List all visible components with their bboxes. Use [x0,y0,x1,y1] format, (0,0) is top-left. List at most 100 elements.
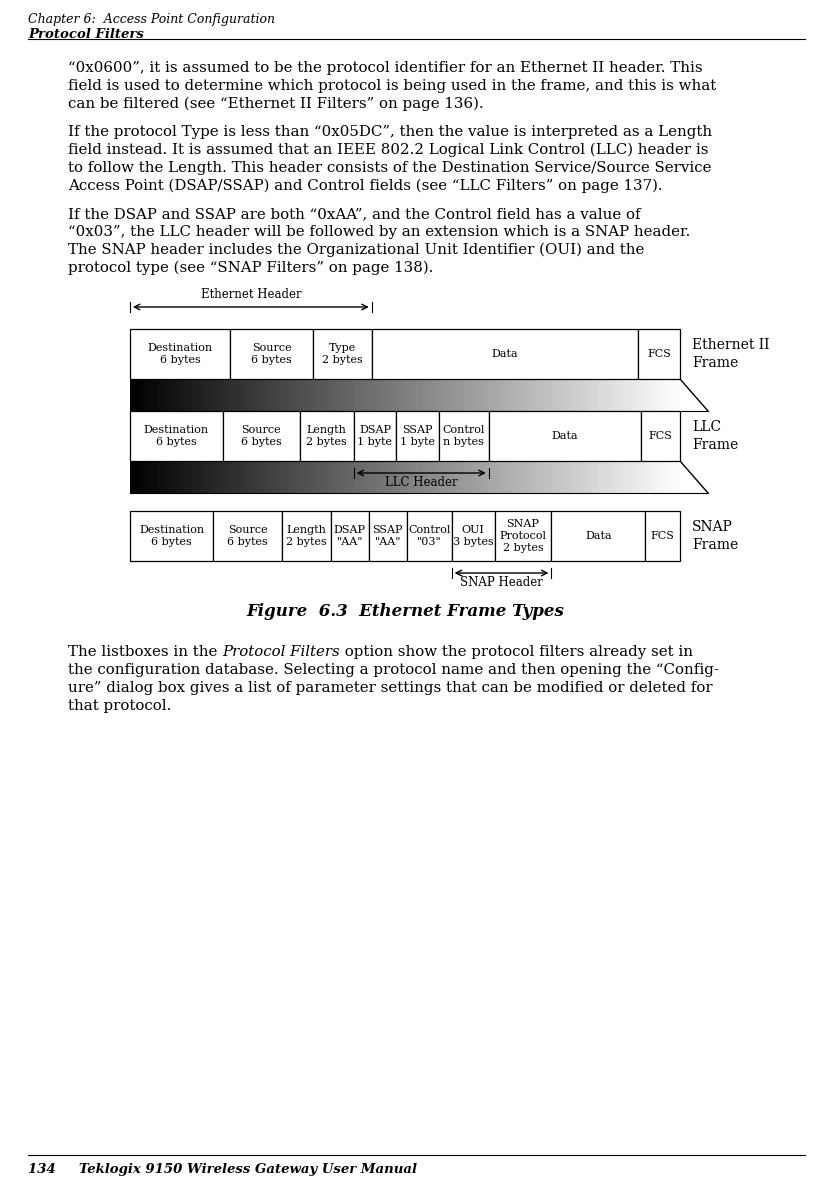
Bar [606,460,611,493]
Bar [387,379,391,411]
Bar [625,379,629,411]
Text: that protocol.: that protocol. [68,699,172,713]
Bar [211,379,214,411]
Text: Control
n bytes: Control n bytes [442,424,485,447]
Bar [200,460,203,493]
Bar [599,379,603,411]
Bar [145,460,148,493]
Bar [299,379,302,411]
Bar [526,460,530,493]
Bar [376,379,379,411]
Bar [581,460,585,493]
Bar [617,460,621,493]
Bar [365,460,368,493]
Bar [640,460,643,493]
Bar [416,379,420,411]
Bar [383,460,387,493]
Bar [522,379,526,411]
Text: LLC Header: LLC Header [385,476,457,489]
Bar [574,460,577,493]
Text: Protocol Filters: Protocol Filters [222,645,340,659]
Bar [383,379,387,411]
Bar [148,379,152,411]
Bar [266,379,269,411]
Bar [137,379,141,411]
Bar [232,379,237,411]
Bar [559,460,562,493]
Bar [434,460,438,493]
Bar [258,379,262,411]
Bar [669,460,673,493]
Bar [438,379,441,411]
Bar [504,379,507,411]
Text: Ethernet II
Frame: Ethernet II Frame [692,338,770,369]
Bar [273,460,277,493]
Text: Protocol Filters: Protocol Filters [222,645,340,659]
Bar [548,379,551,411]
Bar [405,379,409,411]
Bar [310,460,313,493]
Text: DSAP
1 byte: DSAP 1 byte [357,424,392,447]
Bar [486,379,489,411]
Bar [495,511,551,561]
Bar [339,379,342,411]
Bar [577,460,581,493]
Bar [159,460,163,493]
Bar [451,511,495,561]
Bar [651,460,655,493]
Bar [255,379,258,411]
Bar [342,379,347,411]
Bar [376,460,379,493]
Bar [174,379,177,411]
Bar [651,379,655,411]
Bar [496,460,501,493]
Bar [342,460,347,493]
Bar [511,379,515,411]
Bar [299,460,302,493]
Bar [141,460,145,493]
Bar [438,411,489,460]
Bar [661,460,666,493]
Bar [365,379,368,411]
Bar [229,460,232,493]
Bar [262,379,266,411]
Bar [603,460,606,493]
Bar [522,460,526,493]
Bar [676,379,680,411]
Bar [658,460,661,493]
Bar [556,460,559,493]
Bar [269,379,273,411]
Bar [332,460,336,493]
Bar [213,511,282,561]
Bar [636,379,640,411]
Text: SNAP
Frame: SNAP Frame [692,520,738,552]
Bar [339,460,342,493]
Bar [247,460,251,493]
Bar [302,379,306,411]
Text: Chapter 6:  Access Point Configuration: Chapter 6: Access Point Configuration [28,13,275,26]
Bar [636,460,640,493]
Bar [240,379,244,411]
Bar [611,379,614,411]
Bar [391,379,394,411]
Bar [507,379,511,411]
Bar [174,460,177,493]
Bar [475,379,478,411]
Bar [200,379,203,411]
Bar [397,460,402,493]
Bar [287,379,292,411]
Bar [493,379,496,411]
Bar [420,379,423,411]
Bar [519,460,522,493]
Bar [317,460,321,493]
Bar [566,460,570,493]
Bar [676,460,680,493]
Bar [574,379,577,411]
Bar [530,379,533,411]
Bar [222,379,226,411]
Text: SSAP
1 byte: SSAP 1 byte [400,424,435,447]
Bar [621,379,625,411]
Bar [379,460,383,493]
Text: “0x03”, the LLC header will be followed by an extension which is a SNAP header.: “0x03”, the LLC header will be followed … [68,225,691,239]
Bar [156,379,159,411]
